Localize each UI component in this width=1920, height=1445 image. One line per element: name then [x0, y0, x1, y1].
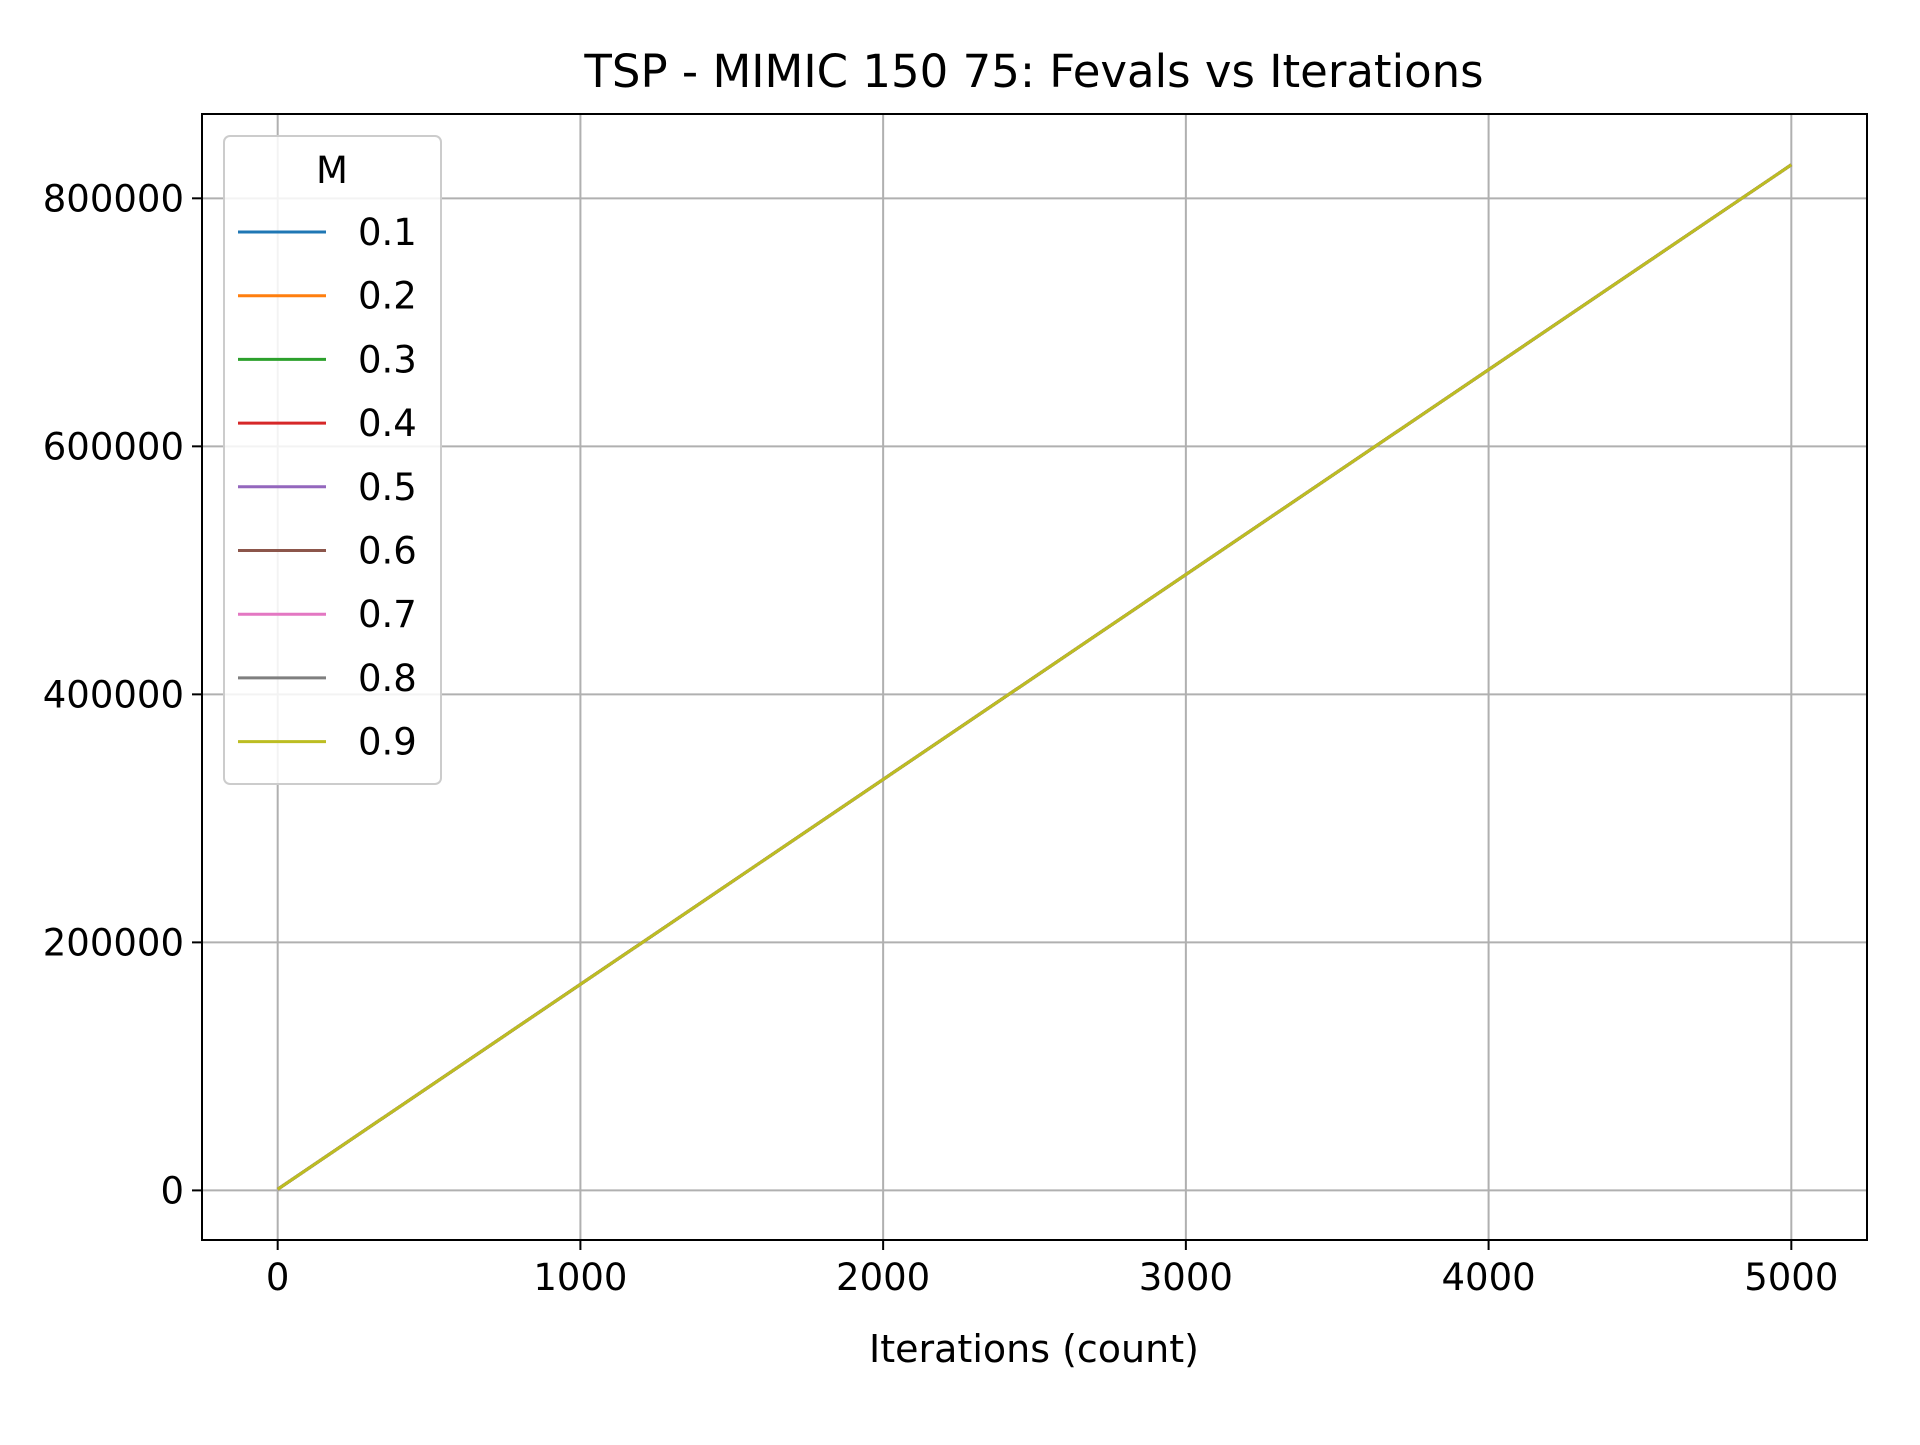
legend-box	[223, 135, 442, 785]
series-line-0.9	[276, 163, 1793, 1191]
series-lines	[276, 163, 1793, 1191]
y-tick-label: 400000	[43, 673, 184, 716]
legend-label: 0.3	[358, 338, 417, 381]
y-tick-label: 200000	[43, 921, 184, 964]
grid	[202, 114, 1867, 1240]
legend: M 0.1 0.2 0.3 0.4 0.5 0.6 0.7 0.8 0.9	[223, 135, 442, 785]
x-tick-label: 3000	[1139, 1256, 1233, 1299]
legend-label: 0.9	[358, 721, 417, 764]
x-tick-label: 4000	[1442, 1256, 1536, 1299]
legend-label: 0.7	[358, 593, 417, 636]
y-tick-label: 0	[160, 1169, 184, 1212]
legend-label: 0.2	[358, 275, 417, 318]
legend-label: 0.8	[358, 657, 417, 700]
legend-title: M	[316, 149, 348, 192]
legend-label: 0.4	[358, 402, 417, 445]
chart-title: TSP - MIMIC 150 75: Fevals vs Iterations	[583, 45, 1483, 98]
x-tick-label: 5000	[1744, 1256, 1838, 1299]
legend-label: 0.1	[358, 211, 417, 254]
x-axis-label: Iterations (count)	[869, 1327, 1199, 1371]
plot-frame	[201, 113, 1868, 1241]
x-tick-label: 2000	[836, 1256, 930, 1299]
x-tick-label: 1000	[533, 1256, 627, 1299]
legend-label: 0.6	[358, 530, 417, 573]
legend-entries: 0.1 0.2 0.3 0.4 0.5 0.6 0.7 0.8 0.9	[238, 211, 417, 764]
y-tick-label: 800000	[43, 177, 184, 220]
y-axis: 0 200000 400000 600000 800000	[43, 177, 202, 1212]
y-tick-label: 600000	[43, 425, 184, 468]
x-tick-label: 0	[266, 1256, 290, 1299]
x-axis: 0 1000 2000 3000 4000 5000	[266, 1240, 1838, 1299]
legend-label: 0.5	[358, 466, 417, 509]
